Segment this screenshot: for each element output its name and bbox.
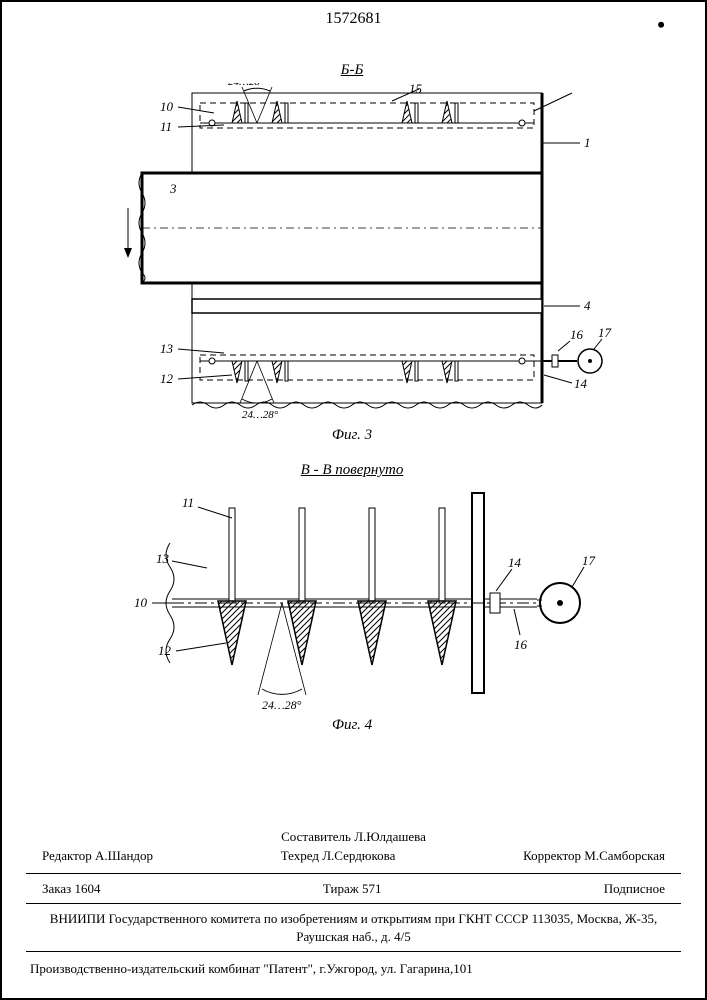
fig4-label-12: 12 xyxy=(158,643,172,658)
fig3-caption: Фиг. 3 xyxy=(82,427,622,444)
footer-editor: Редактор А.Шандор xyxy=(42,847,153,865)
fig3-label-12: 12 xyxy=(160,371,174,386)
fig3-angle-top-text: 24…28° xyxy=(228,83,265,88)
fig3-label-14: 14 xyxy=(574,376,588,391)
footer-podpisnoe: Подписное xyxy=(604,880,665,898)
fig4-label-17: 17 xyxy=(582,553,596,568)
fig4-section-label: В - В повернуто xyxy=(82,462,622,479)
fig3-label-4: 4 xyxy=(584,298,591,313)
fig3-svg: 1 15 xyxy=(82,83,622,423)
page: 1572681 • Б-Б 1 15 xyxy=(0,0,707,1000)
footer-compiler: Составитель Л.Юлдашева xyxy=(281,829,426,844)
fig3-label-1: 1 xyxy=(584,135,591,150)
fig4-svg: 11 13 10 12 14 16 17 24…28° xyxy=(82,483,622,713)
fig4-tools xyxy=(218,508,456,665)
fig4-label-14: 14 xyxy=(508,555,522,570)
footer-vniipi: ВНИИПИ Государственного комитета по изоб… xyxy=(26,908,681,947)
fig3-label-16: 16 xyxy=(570,327,584,342)
fig3-label-13: 13 xyxy=(160,341,174,356)
footer-techred: Техред Л.Сердюкова xyxy=(281,847,396,865)
fig3-label-3: 3 xyxy=(169,181,177,196)
fig3-label-11: 11 xyxy=(160,119,172,134)
fig3-label-17: 17 xyxy=(598,325,612,340)
page-mark: • xyxy=(657,12,665,38)
patent-number: 1572681 xyxy=(2,10,705,28)
footer-tirazh: Тираж 571 xyxy=(323,880,382,898)
fig4-angle-text: 24…28° xyxy=(262,698,302,712)
fig4-label-10: 10 xyxy=(134,595,148,610)
figure-3: Б-Б 1 15 xyxy=(82,62,622,444)
footer-prod: Производственно-издательский комбинат "П… xyxy=(26,956,681,984)
footer-corrector: Корректор М.Самборская xyxy=(523,847,665,865)
fig3-section-label: Б-Б xyxy=(82,62,622,79)
fig3-angle-bottom-text: 24…28° xyxy=(242,409,279,421)
fig4-label-16: 16 xyxy=(514,637,528,652)
figure-4: В - В повернуто xyxy=(82,462,622,734)
fig4-caption: Фиг. 4 xyxy=(82,717,622,734)
fig3-label-15: 15 xyxy=(409,83,423,96)
footer: Составитель Л.Юлдашева Редактор А.Шандор… xyxy=(26,828,681,984)
fig4-label-13: 13 xyxy=(156,551,170,566)
fig4-label-11: 11 xyxy=(182,495,194,510)
fig3-label-10: 10 xyxy=(160,99,174,114)
footer-order: Заказ 1604 xyxy=(42,880,101,898)
